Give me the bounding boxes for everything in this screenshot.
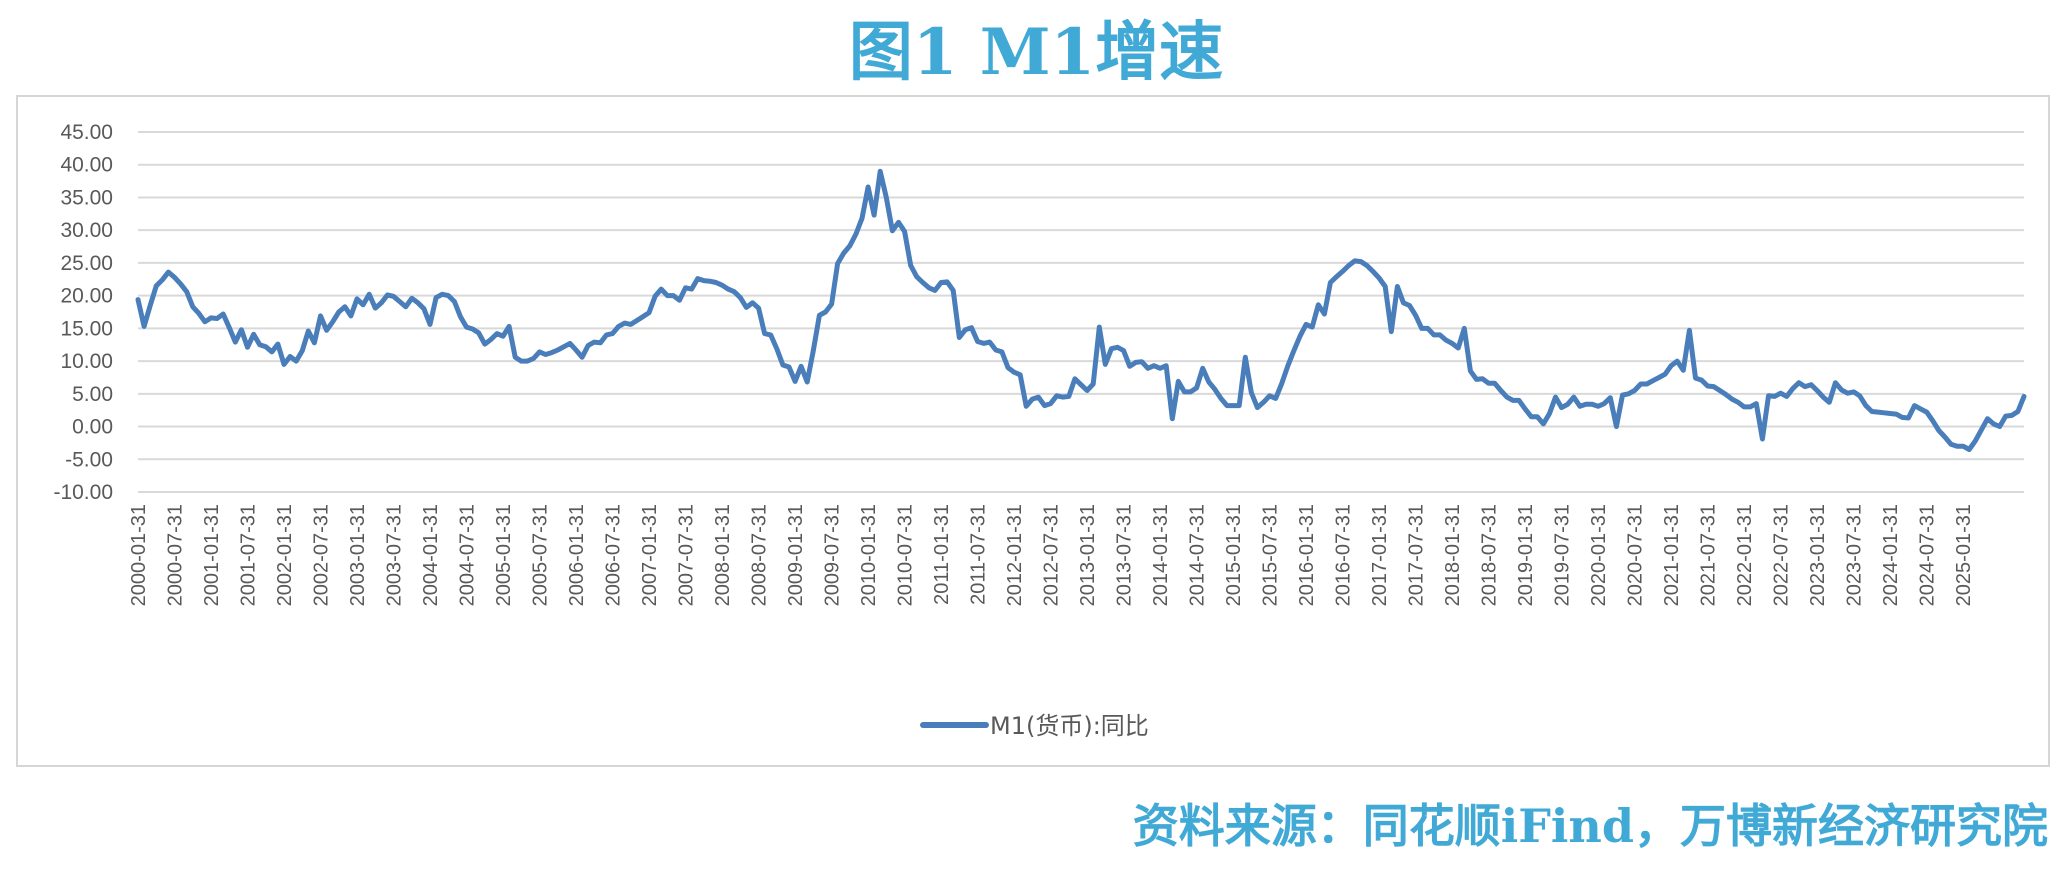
x-tick-label: 2009-07-31 — [822, 504, 844, 606]
x-tick-label: 2024-07-31 — [1917, 504, 1939, 606]
x-tick-label: 2023-07-31 — [1844, 504, 1866, 606]
x-tick-label: 2013-07-31 — [1114, 504, 1136, 606]
y-tick-label: 10.00 — [60, 350, 113, 373]
x-tick-label: 2019-07-31 — [1552, 504, 1574, 606]
x-tick-label: 2006-01-31 — [566, 504, 588, 606]
x-tick-label: 2007-07-31 — [676, 504, 698, 606]
y-tick-label: -5.00 — [65, 448, 113, 471]
series-line-m1 — [135, 168, 2027, 452]
x-tick-label: 2010-07-31 — [895, 504, 917, 606]
x-tick-label: 2002-01-31 — [274, 504, 296, 606]
x-tick-label: 2018-07-31 — [1479, 504, 1501, 606]
x-tick-label: 2018-01-31 — [1442, 504, 1464, 606]
y-tick-label: 25.00 — [60, 252, 113, 275]
line-chart: 45.00 40.00 35.00 30.00 25.00 20.00 15.00 10.00… — [53, 121, 2027, 740]
x-tick-label: 2014-07-31 — [1187, 504, 1209, 606]
x-axis-ticks: 2000-01-31 2000-07-31 2001-01-31 2001-07-31… — [128, 504, 1975, 606]
x-tick-label: 2004-07-31 — [457, 504, 479, 606]
y-tick-label: 35.00 — [60, 186, 113, 209]
y-axis-ticks: 45.00 40.00 35.00 30.00 25.00 20.00 15.00 10.00… — [53, 121, 113, 504]
series-layer — [135, 168, 2027, 452]
x-tick-label: 2020-01-31 — [1588, 504, 1610, 606]
x-tick-label: 2015-01-31 — [1223, 504, 1245, 606]
legend-label: M1(货币):同比 — [990, 712, 1149, 740]
x-tick-label: 2022-01-31 — [1734, 504, 1756, 606]
y-tick-label: -10.00 — [53, 481, 113, 504]
x-tick-label: 2008-01-31 — [712, 504, 734, 606]
x-tick-label: 2011-01-31 — [931, 504, 953, 605]
x-tick-label: 2007-01-31 — [639, 504, 661, 606]
x-tick-label: 2013-01-31 — [1077, 504, 1099, 606]
y-tick-label: 0.00 — [72, 416, 113, 439]
x-tick-label: 2024-01-31 — [1880, 504, 1902, 606]
y-tick-label: 45.00 — [60, 121, 113, 144]
x-tick-label: 2023-01-31 — [1807, 504, 1829, 606]
x-tick-label: 2025-01-31 — [1953, 504, 1975, 606]
x-tick-label: 2003-07-31 — [384, 504, 406, 606]
x-tick-label: 2021-07-31 — [1698, 504, 1720, 606]
y-tick-label: 20.00 — [60, 285, 113, 308]
y-tick-label: 5.00 — [72, 383, 113, 406]
x-tick-label: 2003-01-31 — [347, 504, 369, 606]
x-tick-label: 2001-01-31 — [201, 504, 223, 606]
x-tick-label: 2014-01-31 — [1150, 504, 1172, 606]
x-tick-label: 2015-07-31 — [1260, 504, 1282, 606]
y-tick-label: 30.00 — [60, 219, 113, 242]
grid-lines — [138, 131, 2024, 493]
x-tick-label: 2005-01-31 — [493, 504, 515, 606]
x-tick-label: 2004-01-31 — [420, 504, 442, 606]
x-tick-label: 2006-07-31 — [603, 504, 625, 606]
x-tick-label: 2017-01-31 — [1369, 504, 1391, 606]
legend: M1(货币):同比 — [920, 712, 1149, 740]
x-tick-label: 2016-01-31 — [1296, 504, 1318, 606]
x-tick-label: 2020-07-31 — [1625, 504, 1647, 606]
y-tick-label: 15.00 — [60, 317, 113, 340]
x-tick-label: 2017-07-31 — [1406, 504, 1428, 606]
x-tick-label: 2005-07-31 — [530, 504, 552, 606]
x-tick-label: 2000-01-31 — [128, 504, 150, 606]
x-tick-label: 2012-07-31 — [1041, 504, 1063, 606]
figure-title: 图1 M1增速 — [848, 15, 1224, 90]
x-tick-label: 2022-07-31 — [1771, 504, 1793, 606]
x-tick-label: 2021-01-31 — [1661, 504, 1683, 606]
x-tick-label: 2000-07-31 — [165, 504, 187, 606]
x-tick-label: 2019-01-31 — [1515, 504, 1537, 606]
x-tick-label: 2016-07-31 — [1333, 504, 1355, 606]
x-tick-label: 2010-01-31 — [858, 504, 880, 606]
chart-area: 45.00 40.00 35.00 30.00 25.00 20.00 15.00 10.00… — [16, 95, 2050, 767]
y-tick-label: 40.00 — [60, 154, 113, 177]
x-tick-label: 2009-01-31 — [785, 504, 807, 606]
x-tick-label: 2001-07-31 — [238, 504, 260, 606]
x-tick-label: 2002-07-31 — [311, 504, 333, 606]
x-tick-label: 2008-07-31 — [749, 504, 771, 606]
x-tick-label: 2011-07-31 — [968, 504, 990, 605]
x-tick-label: 2012-01-31 — [1004, 504, 1026, 606]
source-note: 资料来源：同花顺iFind，万博新经济研究院 — [1132, 799, 2048, 853]
